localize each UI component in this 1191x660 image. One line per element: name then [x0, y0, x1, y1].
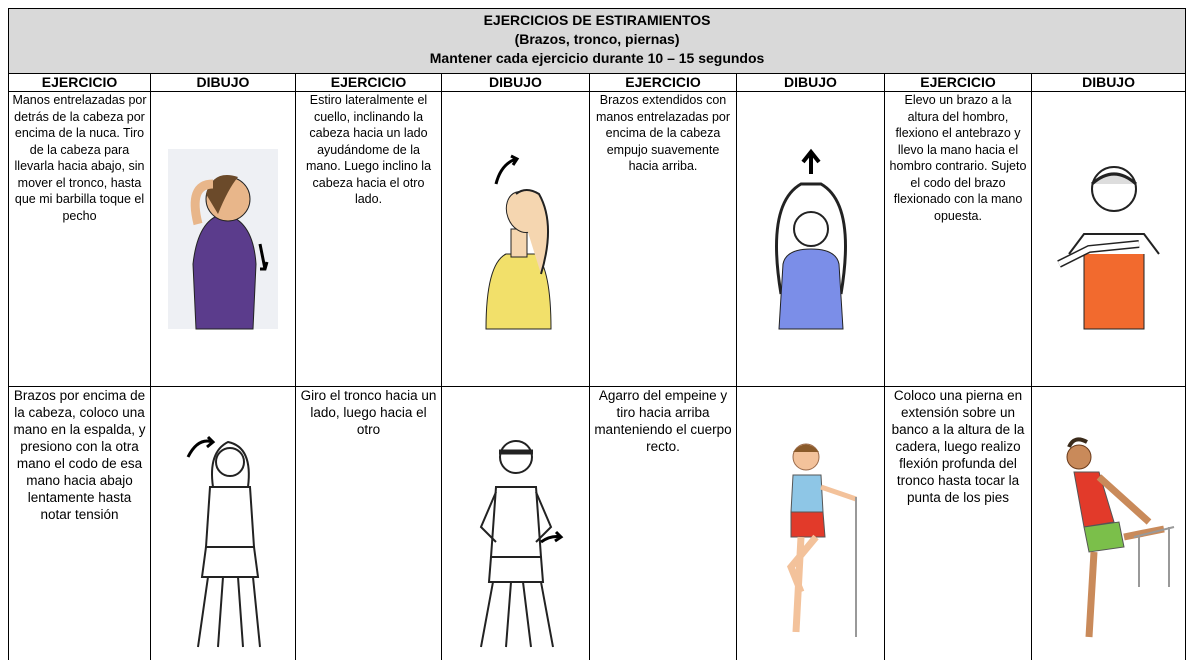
illustration: [168, 149, 278, 330]
illustration: [774, 148, 847, 330]
column-header: EJERCICIO: [8, 73, 151, 92]
column-header: DIBUJO: [150, 73, 296, 92]
illustration: [1056, 166, 1160, 330]
drawing-cell: [441, 91, 590, 387]
exercise-text: Manos entrelazadas por detrás de la cabe…: [8, 91, 151, 387]
column-header: DIBUJO: [1030, 73, 1187, 92]
title-line: EJERCICIOS DE ESTIRAMIENTOS: [483, 12, 711, 28]
illustration: [1066, 437, 1174, 638]
drawing-cell: [441, 386, 590, 660]
column-header: DIBUJO: [441, 73, 590, 92]
exercise-text: Elevo un brazo a la altura del hombro, f…: [884, 91, 1032, 387]
exercise-text: Agarro del empeine y tiro hacia arriba m…: [589, 386, 737, 660]
exercise-text: Brazos extendidos con manos entrelazadas…: [589, 91, 737, 387]
illustration: [786, 443, 857, 637]
column-header: EJERCICIO: [295, 73, 442, 92]
drawing-cell: [150, 386, 296, 660]
drawing-cell: [1030, 91, 1187, 387]
column-header: EJERCICIO: [589, 73, 737, 92]
exercise-text: Estiro lateralmente el cuello, inclinand…: [295, 91, 442, 387]
illustration: [484, 154, 552, 330]
illustration: [479, 440, 563, 648]
drawing-cell: [736, 386, 885, 660]
table-header: EJERCICIOS DE ESTIRAMIENTOS (Brazos, tro…: [7, 8, 1187, 74]
column-header: DIBUJO: [736, 73, 885, 92]
exercise-table: EJERCICIOS DE ESTIRAMIENTOS (Brazos, tro…: [7, 8, 1187, 660]
title-line: Mantener cada ejercicio durante 10 – 15 …: [429, 50, 765, 66]
exercise-text: Coloco una pierna en extensión sobre un …: [884, 386, 1032, 660]
column-header: EJERCICIO: [884, 73, 1032, 92]
drawing-cell: [736, 91, 885, 387]
exercise-text: Giro el tronco hacia un lado, luego haci…: [295, 386, 442, 660]
title-line: (Brazos, tronco, piernas): [514, 31, 680, 47]
exercise-text: Brazos por encima de la cabeza, coloco u…: [8, 386, 151, 660]
drawing-cell: [150, 91, 296, 387]
illustration: [186, 435, 261, 648]
drawing-cell: [1030, 386, 1187, 660]
